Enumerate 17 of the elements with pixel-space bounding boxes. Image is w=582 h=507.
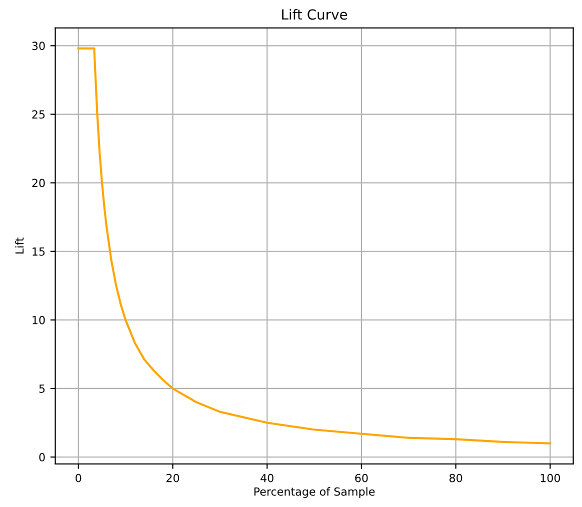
line-series: [77, 47, 552, 444]
x-tick-label: 40: [260, 474, 274, 482]
x-tick-label: 60: [355, 474, 368, 482]
x-axis-title: Percentage of Sample: [254, 487, 375, 498]
y-tick-label: 20: [32, 178, 45, 188]
y-axis-title: Lift: [15, 237, 24, 254]
x-tick-label: 20: [166, 474, 180, 482]
y-tick-label: 5: [39, 384, 45, 393]
y-tick-label: 30: [32, 42, 45, 50]
y-tick-label: 15: [32, 248, 45, 256]
y-tick-label: 0: [39, 453, 45, 462]
chart-title: Lift Curve: [282, 9, 348, 20]
x-tick-label: 0: [76, 474, 82, 482]
x-tick-label: 80: [449, 474, 462, 482]
y-tick-label: 10: [32, 316, 45, 324]
x-tick-label: 100: [540, 474, 560, 482]
y-tick-label: 25: [32, 110, 45, 119]
